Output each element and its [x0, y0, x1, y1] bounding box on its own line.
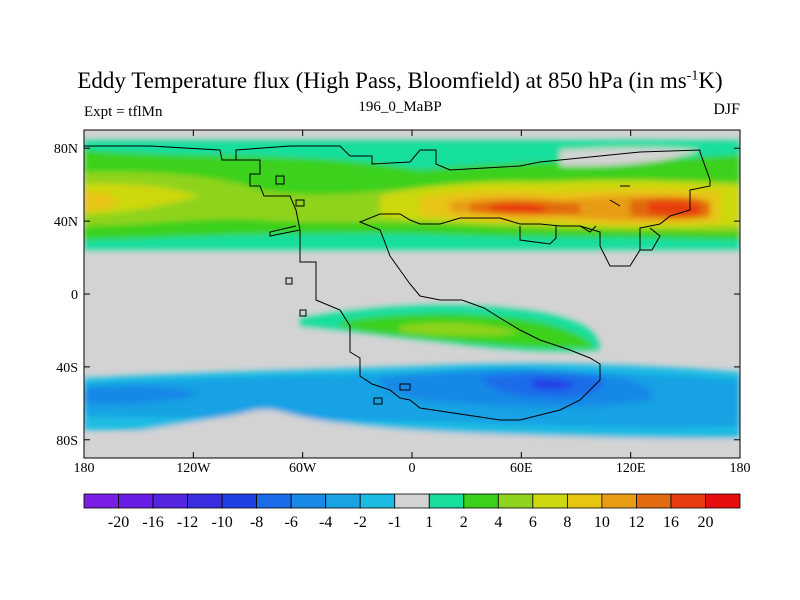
x-tick-label: 180 [74, 461, 95, 476]
colorbar-swatch [497, 493, 534, 509]
colorbar-swatch [394, 493, 430, 509]
colorbar-swatch [463, 493, 499, 509]
colorbar-label: -2 [354, 514, 367, 531]
chart-title: Eddy Temperature flux (High Pass, Bloomf… [0, 68, 800, 94]
colorbar-swatch [636, 493, 672, 509]
y-tick-label: 40S [56, 361, 78, 376]
colorbar-label: -6 [284, 514, 297, 531]
colorbar-label: -8 [250, 514, 263, 531]
colorbar-label: 6 [529, 514, 537, 531]
colorbar-swatch [118, 493, 154, 509]
flux-field [84, 130, 740, 458]
colorbar-label: -10 [211, 514, 232, 531]
x-tick-label: 0 [409, 461, 416, 476]
colorbar-label: 1 [425, 514, 433, 531]
colorbar-swatch [152, 493, 188, 509]
colorbar-swatch [290, 493, 327, 509]
colorbar-swatch [187, 493, 223, 509]
x-tick-label: 60E [510, 461, 533, 476]
coastlines [84, 145, 711, 421]
x-tick-label: 120E [616, 461, 646, 476]
colorbar-swatch [670, 493, 706, 509]
y-tick-label: 80S [56, 434, 78, 449]
y-tick-label: 80N [54, 142, 78, 157]
title-main: Eddy Temperature flux (High Pass, Bloomf… [77, 68, 687, 93]
y-tick-label: 40N [54, 215, 78, 230]
colorbar-swatch [359, 493, 396, 509]
colorbar-label: 2 [460, 514, 468, 531]
x-tick-label: 60W [289, 461, 317, 476]
colorbar-label: -20 [108, 514, 129, 531]
colorbar-label: 16 [663, 514, 679, 531]
chart-subtitle: 196_0_MaBP [358, 99, 442, 115]
y-axis: 80N 40N 0 40S 80S [54, 142, 740, 449]
colorbar [83, 493, 741, 509]
colorbar-swatch [83, 493, 119, 509]
colorbar-swatch [601, 493, 637, 509]
northern-storm-track [84, 140, 740, 250]
colorbar-label: 10 [594, 514, 610, 531]
colorbar-swatch [566, 493, 603, 509]
colorbar-label: 20 [697, 514, 713, 531]
colorbar-swatch [221, 493, 258, 509]
colorbar-swatch [256, 493, 292, 509]
experiment-label: Expt = tflMn [84, 104, 163, 120]
colorbar-label: -4 [319, 514, 332, 531]
colorbar-label: 8 [563, 514, 571, 531]
title-superscript: -1 [686, 68, 699, 84]
colorbar-swatch [705, 493, 741, 509]
y-tick-label: 0 [71, 288, 78, 303]
title-tail: K) [698, 68, 723, 93]
colorbar-label: 4 [494, 514, 502, 531]
southern-storm-track [84, 363, 740, 458]
colorbar-label: 12 [628, 514, 644, 531]
colorbar-labels: -20 -16 -12 -10 -8 -6 -4 -2 -1 1 2 4 6 8 10 12 16 20 [108, 514, 714, 531]
southern-subtropical-band [300, 304, 600, 352]
colorbar-swatch [532, 493, 568, 509]
colorbar-label: -1 [388, 514, 401, 531]
x-tick-label: 180 [730, 461, 751, 476]
colorbar-swatch [428, 493, 465, 509]
season-label: DJF [713, 101, 740, 118]
colorbar-label: -12 [177, 514, 198, 531]
x-tick-label: 120W [176, 461, 211, 476]
colorbar-swatch [325, 493, 361, 509]
colorbar-label: -16 [142, 514, 163, 531]
x-axis: 180 120W 60W 0 60E 120E 180 [74, 130, 751, 476]
